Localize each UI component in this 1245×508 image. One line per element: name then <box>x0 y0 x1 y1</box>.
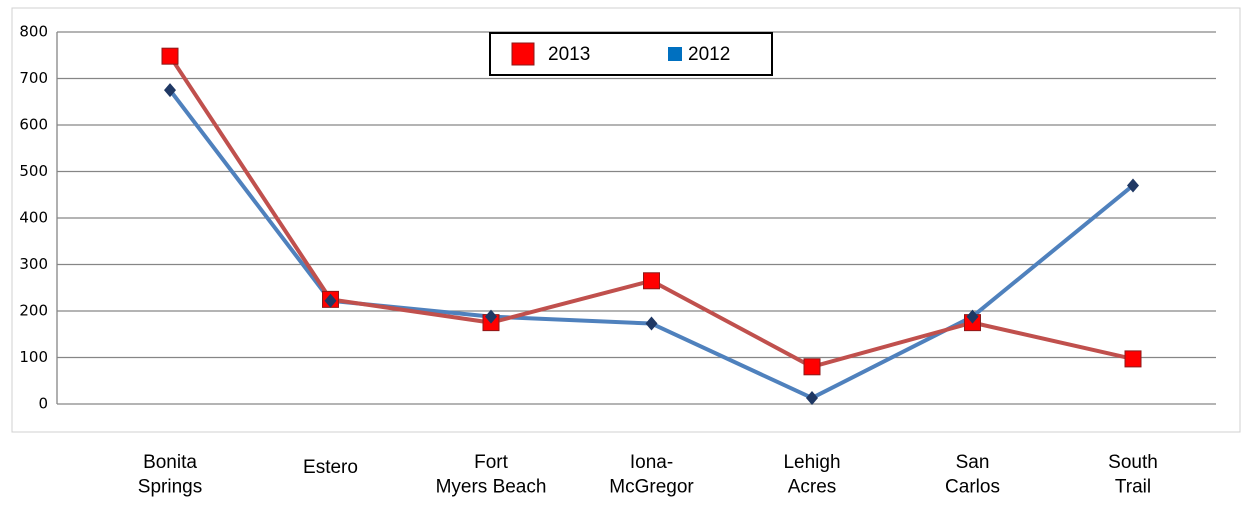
marker <box>1127 178 1139 193</box>
y-tick-label: 700 <box>19 69 48 87</box>
x-tick-label: Lehigh Acres <box>783 452 840 498</box>
x-tick-label: Bonita Springs <box>138 452 202 498</box>
y-tick-label: 200 <box>19 302 48 320</box>
legend-label: 2012 <box>688 44 730 65</box>
marker <box>803 358 821 376</box>
x-tick-label: Iona-McGregor <box>609 452 694 498</box>
y-tick-label: 600 <box>19 116 48 134</box>
marker <box>164 83 176 98</box>
marker <box>485 309 497 324</box>
marker <box>161 47 179 65</box>
legend-swatch <box>668 47 682 61</box>
y-tick-label: 400 <box>19 209 48 227</box>
x-tick-label: Fort Myers Beach <box>436 452 547 498</box>
x-tick-label: South Trail <box>1108 452 1158 498</box>
marker <box>966 309 979 324</box>
marker <box>1124 350 1142 368</box>
y-tick-label: 100 <box>19 348 48 366</box>
marker <box>643 272 660 290</box>
x-tick-label: Estero <box>303 457 358 478</box>
y-tick-label: 800 <box>19 23 48 41</box>
marker <box>806 390 818 405</box>
y-tick-label: 500 <box>19 162 48 180</box>
x-tick-label: San Carlos <box>945 452 1000 498</box>
legend-box <box>489 32 773 76</box>
y-tick-label: 0 <box>38 395 48 413</box>
marker <box>324 293 337 308</box>
legend-swatch <box>511 42 535 66</box>
y-tick-label: 300 <box>19 255 48 273</box>
legend-label: 2013 <box>548 44 590 65</box>
marker <box>645 316 658 331</box>
